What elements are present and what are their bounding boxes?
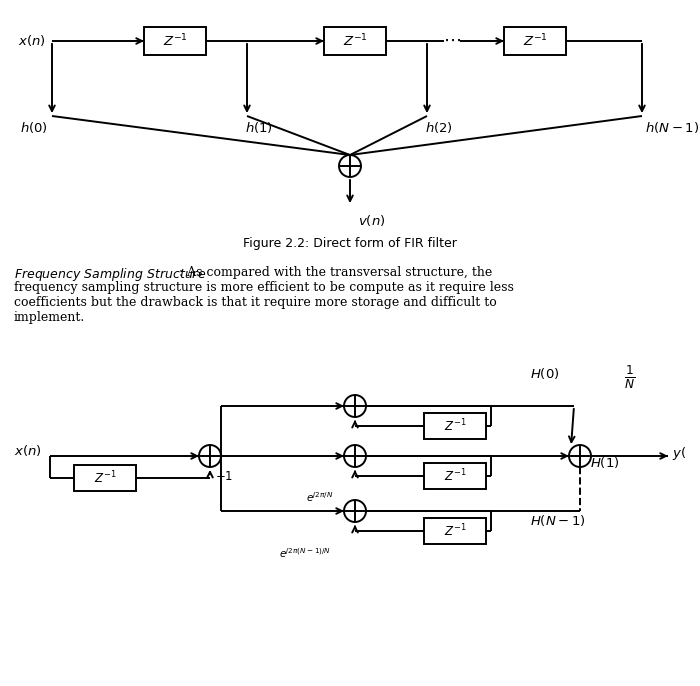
Text: $Z^{-1}$: $Z^{-1}$ [444,468,466,484]
Circle shape [344,445,366,467]
Text: $e^{j2\pi/N}$: $e^{j2\pi/N}$ [306,490,334,504]
Text: $x(n)$: $x(n)$ [14,444,42,458]
Text: $Z^{-1}$: $Z^{-1}$ [444,418,466,434]
Bar [74,465,136,491]
Text: $Z^{-1}$: $Z^{-1}$ [94,470,116,486]
Text: $\cdots$: $\cdots$ [443,31,461,49]
Text: frequency sampling structure is more efficient to be compute as it require less: frequency sampling structure is more eff… [14,281,514,294]
Bar [504,27,566,55]
Text: $\mathit{Frequency\ Sampling\ Structure}$: $\mathit{Frequency\ Sampling\ Structure}… [14,266,206,283]
Text: Figure 2.2: Direct form of FIR filter: Figure 2.2: Direct form of FIR filter [243,237,457,250]
Text: $h(2)$: $h(2)$ [425,120,453,135]
Text: $\frac{1}{N}$: $\frac{1}{N}$ [624,364,636,391]
Text: $Z^{-1}$: $Z^{-1}$ [522,33,547,49]
Text: $x(n)$: $x(n)$ [18,32,46,47]
Circle shape [569,445,591,467]
Text: $Z^{-1}$: $Z^{-1}$ [444,523,466,539]
Text: implement.: implement. [14,311,85,324]
Text: : As compared with the transversal structure, the: : As compared with the transversal struc… [179,266,492,279]
Bar [144,27,206,55]
Bar [324,27,386,55]
Text: $H(0)$: $H(0)$ [530,366,559,381]
Text: $y($: $y($ [672,445,686,462]
Bar [424,518,486,544]
Text: $h(0)$: $h(0)$ [20,120,48,135]
Text: $H(1)$: $H(1)$ [590,455,620,469]
Circle shape [344,395,366,417]
Bar [424,463,486,489]
Text: $e^{j2\pi(N-1)/N}$: $e^{j2\pi(N-1)/N}$ [279,546,331,560]
Text: $Z^{-1}$: $Z^{-1}$ [342,33,368,49]
Circle shape [339,155,361,177]
Text: coefficients but the drawback is that it require more storage and difficult to: coefficients but the drawback is that it… [14,296,497,309]
Circle shape [199,445,221,467]
Text: $-1$: $-1$ [215,470,233,483]
Text: $h(N-1)$: $h(N-1)$ [645,120,699,135]
Text: $h(1)$: $h(1)$ [245,120,273,135]
Text: $v(n)$: $v(n)$ [358,213,386,228]
Text: $H(N-1)$: $H(N-1)$ [530,514,586,528]
Bar [424,413,486,439]
Text: $Z^{-1}$: $Z^{-1}$ [162,33,188,49]
Circle shape [344,500,366,522]
